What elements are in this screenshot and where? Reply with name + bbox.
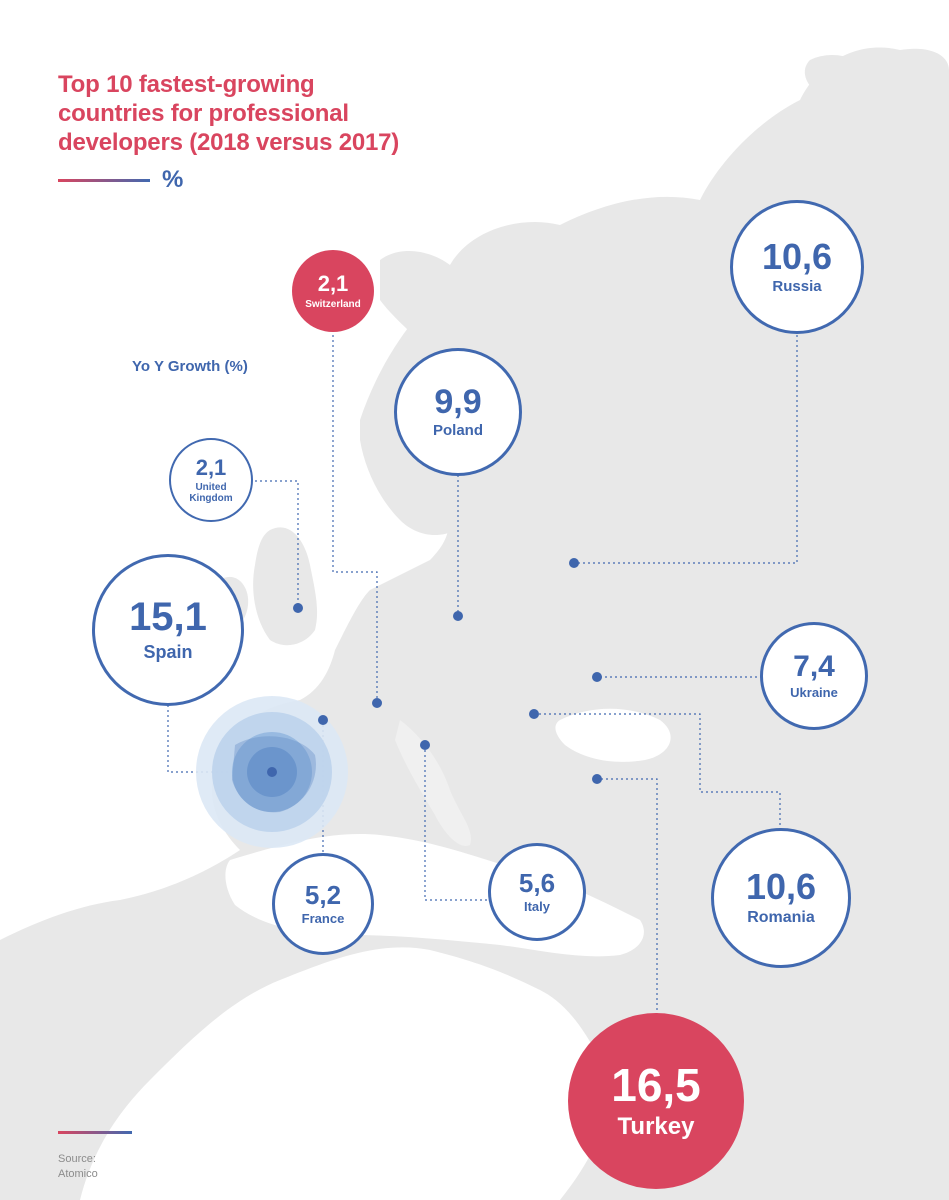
british-isles — [253, 527, 318, 646]
bubble-russia: 10,6 Russia — [730, 200, 864, 334]
bubble-spain: 15,1 Spain — [92, 554, 244, 706]
bubble-united-kingdom: 2,1 United Kingdom — [169, 438, 253, 522]
dot-spain — [267, 767, 277, 777]
name-poland: Poland — [432, 421, 483, 439]
name-france: France — [301, 910, 345, 926]
dot-turkey — [592, 774, 602, 784]
value-spain: 15,1 — [129, 595, 207, 640]
dot-poland — [453, 611, 463, 621]
bubble-switzerland: 2,1 Switzerland — [292, 250, 374, 332]
bubble-france: 5,2 France — [272, 853, 374, 955]
bubble-romania: 10,6 Romania — [711, 828, 851, 968]
chart-title: Top 10 fastest-growing countries for pro… — [58, 70, 478, 157]
bubble-italy: 5,6 Italy — [488, 843, 586, 941]
connector-uk — [250, 480, 299, 608]
dot-italy — [420, 740, 430, 750]
northern-islands — [804, 55, 870, 97]
value-ukraine: 7,4 — [793, 649, 835, 683]
connector-italy — [424, 745, 492, 901]
unit-label: % — [162, 166, 184, 193]
bubble-poland: 9,9 Poland — [394, 348, 522, 476]
source-name: Atomico — [58, 1168, 98, 1180]
name-switzerland: Switzerland — [305, 298, 361, 310]
italy-shape — [395, 720, 471, 846]
name-russia: Russia — [772, 277, 822, 295]
connector-russia — [574, 330, 798, 564]
name-united-kingdom-line-1: United — [195, 481, 227, 493]
connector-switzerland — [332, 330, 378, 703]
name-spain: Spain — [143, 642, 193, 663]
dot-france — [318, 715, 328, 725]
value-switzerland: 2,1 — [317, 270, 349, 296]
name-romania: Romania — [747, 909, 815, 927]
legend-label: Yo Y Growth (%) — [132, 358, 248, 375]
title-line-1: Top 10 fastest-growing — [58, 71, 315, 98]
black-sea — [555, 708, 671, 762]
title-line-2: countries for professional — [58, 100, 349, 127]
connector-romania — [534, 713, 781, 830]
connector-turkey — [597, 778, 658, 1015]
dot-romania — [529, 709, 539, 719]
dot-uk — [293, 603, 303, 613]
value-poland: 9,9 — [434, 382, 482, 421]
value-turkey: 16,5 — [611, 1058, 701, 1111]
source-note: Source: Atomico — [58, 1152, 98, 1182]
value-france: 5,2 — [304, 879, 342, 910]
source-label: Source: — [58, 1153, 96, 1165]
source-gradient-line — [58, 1131, 132, 1134]
value-united-kingdom: 2,1 — [195, 454, 227, 480]
value-russia: 10,6 — [761, 235, 833, 277]
value-romania: 10,6 — [745, 866, 817, 908]
bubble-ukraine: 7,4 Ukraine — [760, 622, 868, 730]
name-ukraine: Ukraine — [790, 684, 838, 700]
dot-ukraine — [592, 672, 602, 682]
unit-gradient-line — [58, 179, 150, 182]
name-italy: Italy — [523, 898, 550, 914]
name-turkey: Turkey — [617, 1112, 695, 1140]
value-italy: 5,6 — [518, 867, 556, 898]
dot-switzerland — [372, 698, 382, 708]
name-united-kingdom-line-2: Kingdom — [189, 492, 233, 504]
title-line-3: developers (2018 versus 2017) — [58, 129, 400, 156]
bubble-turkey: 16,5 Turkey — [568, 1013, 744, 1189]
dot-russia — [569, 558, 579, 568]
